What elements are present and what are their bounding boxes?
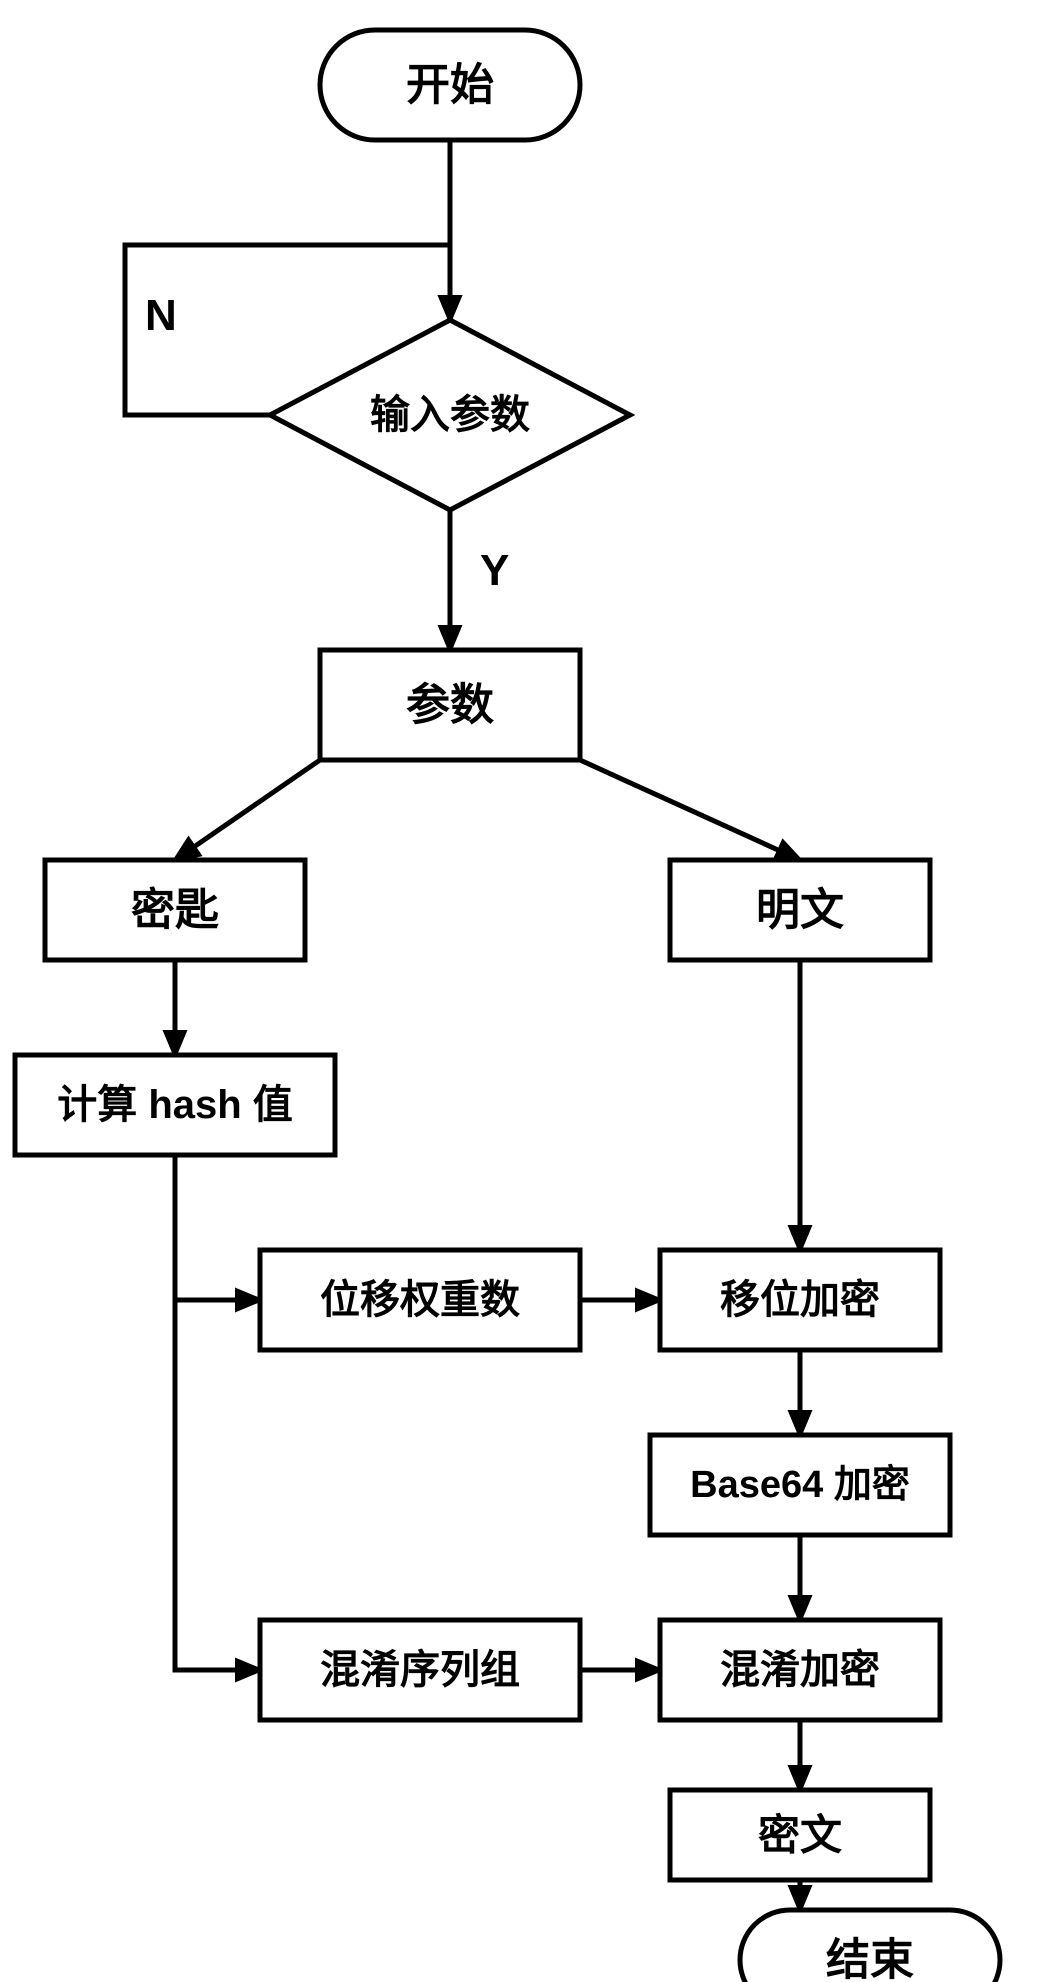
node-input-label: 输入参数 bbox=[370, 393, 530, 437]
edge-e5 bbox=[580, 760, 800, 860]
node-end: 结束 bbox=[740, 1910, 1000, 1982]
node-plaintext: 明文 bbox=[670, 860, 930, 960]
node-obfenc: 混淆加密 bbox=[660, 1620, 940, 1720]
edge-e8 bbox=[175, 1155, 260, 1300]
node-start: 开始 bbox=[320, 30, 580, 140]
node-params: 参数 bbox=[320, 650, 580, 760]
node-obfseq: 混淆序列组 bbox=[260, 1620, 580, 1720]
node-end-label: 结束 bbox=[826, 1936, 914, 1982]
flowchart-diagram: 开始输入参数参数密匙明文计算 hash 值位移权重数移位加密Base64 加密混… bbox=[0, 0, 1038, 1982]
node-input: 输入参数 bbox=[270, 320, 630, 510]
node-shiftenc-label: 移位加密 bbox=[720, 1278, 880, 1322]
node-params-label: 参数 bbox=[406, 681, 494, 730]
node-shiftenc: 移位加密 bbox=[660, 1250, 940, 1350]
node-weight: 位移权重数 bbox=[260, 1250, 580, 1350]
edge-label-N: N bbox=[145, 291, 177, 340]
node-obfseq-label: 混淆序列组 bbox=[320, 1648, 520, 1692]
node-key: 密匙 bbox=[45, 860, 305, 960]
edge-e9 bbox=[175, 1155, 260, 1670]
node-hash-label: 计算 hash 值 bbox=[57, 1083, 293, 1127]
node-obfenc-label: 混淆加密 bbox=[720, 1648, 880, 1692]
node-cipher-label: 密文 bbox=[758, 1812, 842, 1859]
node-start-label: 开始 bbox=[406, 61, 494, 110]
node-weight-label: 位移权重数 bbox=[320, 1278, 520, 1322]
edge-e4 bbox=[175, 760, 320, 860]
node-hash: 计算 hash 值 bbox=[15, 1055, 335, 1155]
node-cipher: 密文 bbox=[670, 1790, 930, 1880]
node-plaintext-label: 明文 bbox=[756, 886, 844, 935]
node-base64-label: Base64 加密 bbox=[690, 1464, 910, 1506]
edge-label-Y: Y bbox=[480, 546, 509, 595]
node-key-label: 密匙 bbox=[131, 886, 219, 935]
node-base64: Base64 加密 bbox=[650, 1435, 950, 1535]
